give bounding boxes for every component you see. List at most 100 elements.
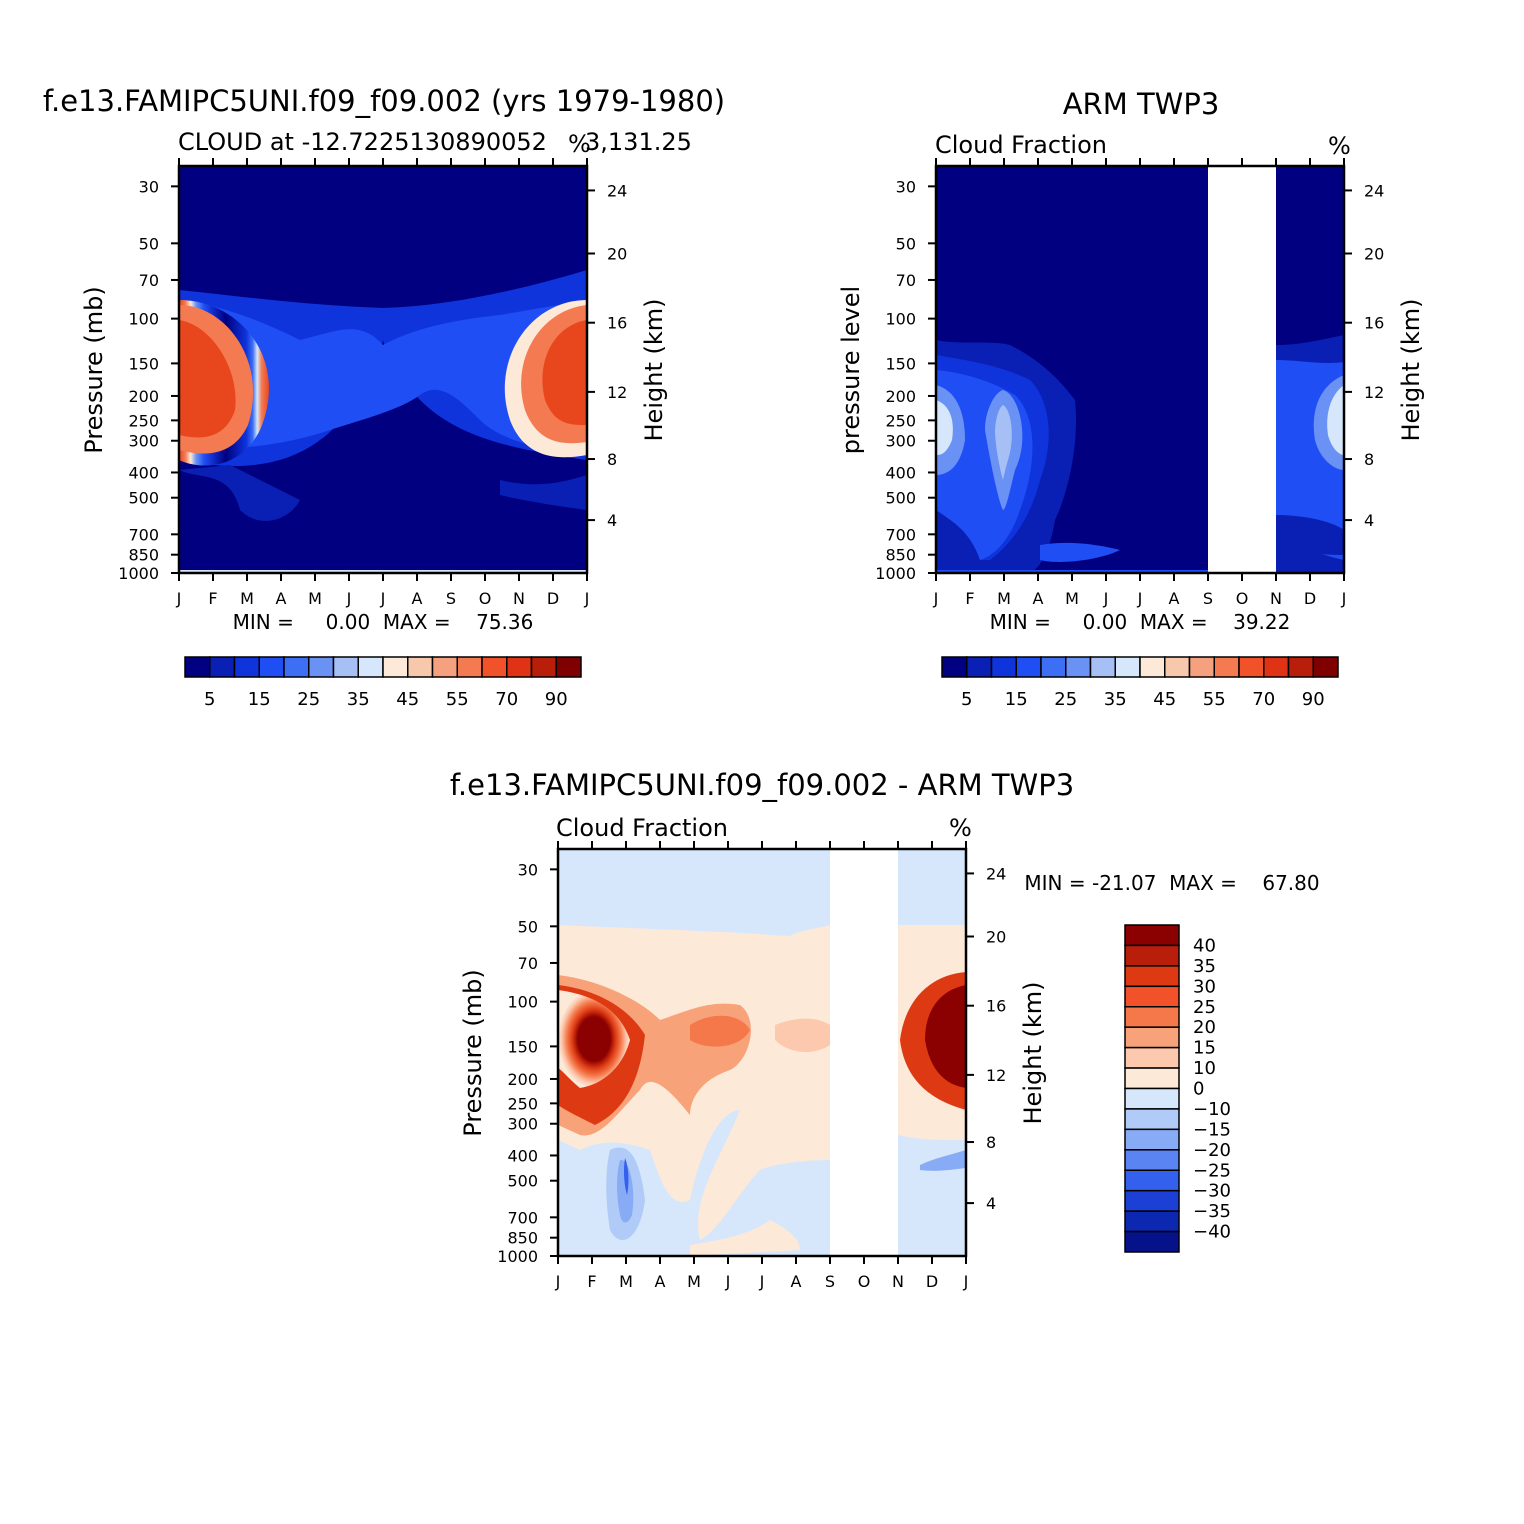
obs-xtick-label: M — [1065, 589, 1079, 608]
diff-ytick-label: 1000 — [497, 1247, 538, 1266]
model-colorbar-swatch — [506, 656, 533, 678]
model-xtick-label: N — [513, 589, 525, 608]
obs-ytick-right-label: 8 — [1364, 450, 1374, 469]
obs-ytick-right-label: 4 — [1364, 511, 1374, 530]
obs-xtick-label: S — [1203, 589, 1213, 608]
diff-xtick-label: M — [687, 1272, 701, 1291]
obs-axes: J F M A M J J A S O N D J 30 50 70 100 150 200 250 300 400 500… — [875, 158, 1384, 608]
model-colorbar-swatch — [233, 656, 260, 678]
obs-ytick-label: 100 — [885, 310, 916, 329]
diff-xtick-label: J — [759, 1272, 765, 1291]
model-colorbar-swatch — [555, 656, 582, 678]
diff-colorbar-label: −30 — [1193, 1181, 1231, 1202]
obs-xtick-label: A — [1033, 589, 1044, 608]
model-colorbar-swatch — [332, 656, 359, 678]
obs-colorbar-swatch — [1040, 656, 1067, 678]
obs-field-low-2 — [1040, 542, 1120, 562]
model-xtick-label: M — [240, 589, 254, 608]
panel-obs-title: ARM TWP3 — [1063, 87, 1220, 121]
model-axes: J F M A M J J A S O N D J 30 50 70 100 150 200 250 300 400 500… — [118, 158, 627, 608]
model-colorbar-swatch — [258, 656, 285, 678]
obs-colorbar-swatch — [1312, 656, 1339, 678]
diff-colorbar-swatch — [1124, 924, 1180, 947]
model-xtick-label: D — [547, 589, 559, 608]
diff-ytick-label: 250 — [507, 1094, 538, 1113]
obs-colorbar-label: 55 — [1203, 689, 1226, 710]
diff-xtick-label: A — [791, 1272, 802, 1291]
model-ytick-label: 300 — [128, 432, 159, 451]
obs-colorbar-swatch — [1089, 656, 1116, 678]
model-colorbar-swatch — [431, 656, 458, 678]
diff-field-may-spot — [690, 1015, 750, 1047]
obs-colorbar-label: 90 — [1302, 689, 1325, 710]
obs-colorbar-swatch — [1287, 656, 1314, 678]
diff-colorbar-label: 10 — [1193, 1058, 1216, 1079]
diff-field-neg-mar-2 — [617, 1159, 634, 1223]
model-xtick-label: F — [208, 589, 217, 608]
panel-diff: f.e13.FAMIPC5UNI.f09_f09.002 - ARM TWP3 … — [450, 768, 1320, 1291]
model-colorbar-label: 5 — [204, 689, 215, 710]
diff-ytick-right-label: 8 — [986, 1133, 996, 1152]
obs-field-dec-low — [1276, 515, 1344, 555]
obs-xtick-label: N — [1270, 589, 1282, 608]
model-colorbar-swatch — [184, 656, 211, 678]
model-colorbar-swatch — [283, 656, 310, 678]
model-ytick-right-label: 12 — [607, 383, 627, 402]
diff-colorbar-label: −20 — [1193, 1140, 1231, 1161]
diff-ylabel: Pressure (mb) — [459, 969, 487, 1136]
panel-obs-subtitle: Cloud Fraction — [935, 131, 1107, 159]
diff-xtick-label: S — [825, 1272, 835, 1291]
model-field-low-cloud — [179, 465, 300, 521]
diff-colorbar-label: 0 — [1193, 1079, 1204, 1100]
model-colorbar-label: 90 — [545, 689, 568, 710]
diff-minmax: MIN = -21.07 MAX = 67.80 — [1024, 871, 1319, 895]
diff-colorbar-swatch — [1124, 985, 1180, 1008]
diff-field-neg-mar-core — [623, 1158, 629, 1195]
model-ytick-label: 500 — [128, 489, 159, 508]
diff-colorbar-label: −25 — [1193, 1160, 1231, 1181]
panel-obs: ARM TWP3 Cloud Fraction % J F M A M J J A S O N D J 3… — [837, 87, 1425, 710]
panel-model-units: % — [568, 130, 591, 158]
diff-colorbar-swatch — [1124, 1169, 1180, 1192]
obs-ytick-right-label: 20 — [1364, 245, 1384, 264]
obs-field-dec-core — [1327, 385, 1344, 455]
obs-xtick-label: O — [1236, 589, 1249, 608]
diff-ytick-label: 400 — [507, 1146, 538, 1165]
model-ytick-right-label: 20 — [607, 245, 627, 264]
model-ytick-label: 700 — [128, 525, 159, 544]
obs-field-mar-core — [995, 405, 1012, 480]
model-ytick-label: 400 — [128, 463, 159, 482]
obs-ylabel: pressure level — [837, 286, 865, 454]
obs-field-jan-core — [936, 400, 953, 455]
obs-xtick-label: J — [933, 589, 939, 608]
obs-colorbar-swatch — [1238, 656, 1265, 678]
diff-colorbar-swatch — [1124, 1128, 1180, 1151]
model-ytick-label: 200 — [128, 387, 159, 406]
diff-field-jan-max — [558, 990, 630, 1088]
model-ylabel: Pressure (mb) — [80, 286, 108, 453]
obs-colorbar-label: 15 — [1005, 689, 1028, 710]
diff-colorbar-swatch — [1124, 1067, 1180, 1090]
diff-field-dec-max — [925, 985, 966, 1088]
diff-field-aug-spot — [775, 1018, 830, 1052]
diff-colorbar-swatch — [1124, 1230, 1180, 1253]
obs-ytick-label: 1000 — [875, 564, 916, 583]
obs-ytick-label: 30 — [896, 177, 916, 196]
model-ytick-right-label: 4 — [607, 511, 617, 530]
diff-missing-data-gap — [830, 849, 898, 1256]
obs-colorbar-label: 45 — [1153, 689, 1176, 710]
diff-ytick-label: 850 — [507, 1229, 538, 1248]
diff-ylabel-right: Height (km) — [1019, 982, 1047, 1125]
obs-ytick-label: 850 — [885, 546, 916, 565]
obs-colorbar-swatch — [1213, 656, 1240, 678]
diff-ytick-label: 200 — [507, 1070, 538, 1089]
model-xtick-label: J — [380, 589, 386, 608]
obs-colorbar-swatch — [941, 656, 968, 678]
panel-model-subtitle: CLOUD at -12.7225130890052 — [178, 128, 547, 156]
diff-colorbar-label: −35 — [1193, 1201, 1231, 1222]
diff-xtick-label: A — [655, 1272, 666, 1291]
model-xtick-label: A — [412, 589, 423, 608]
model-colorbar: 5 15 25 35 45 55 70 90 — [184, 656, 582, 710]
